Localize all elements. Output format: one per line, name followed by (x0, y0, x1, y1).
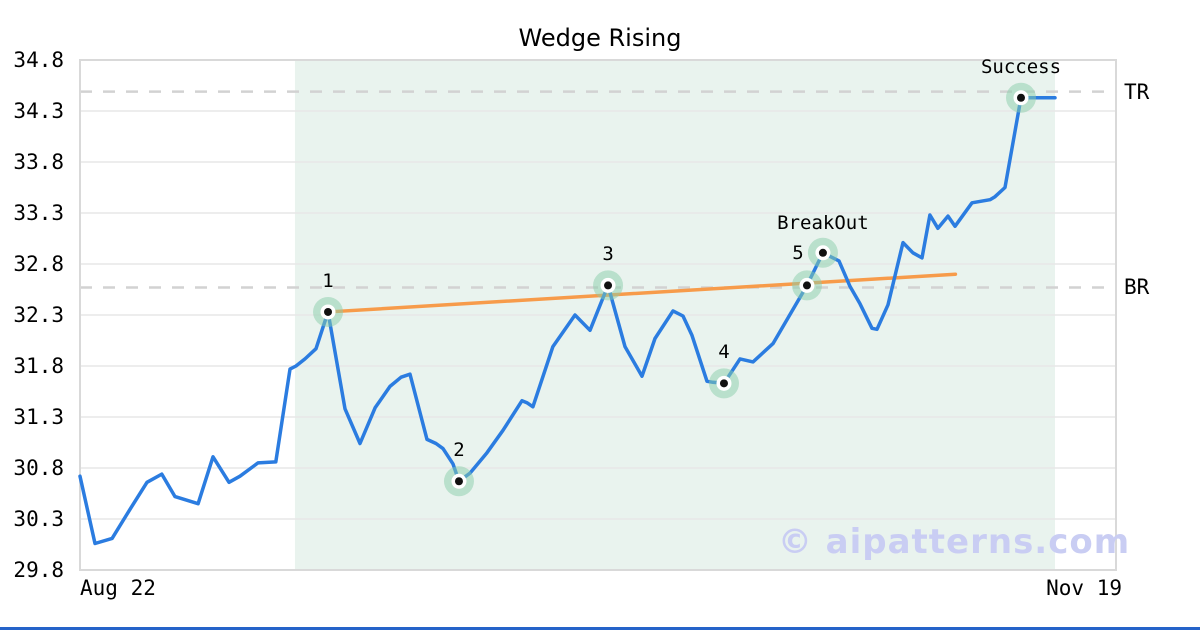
x-axis-start-label: Aug 22 (80, 576, 156, 600)
chart-title: Wedge Rising (518, 24, 682, 52)
marker-dot (324, 307, 333, 316)
y-tick-label: 33.8 (13, 150, 64, 174)
marker-dot (604, 281, 613, 290)
marker-label-breakout: BreakOut (777, 211, 869, 234)
y-tick-label: 31.8 (13, 354, 64, 378)
marker-label-2: 2 (453, 439, 465, 462)
y-tick-label: 33.3 (13, 201, 64, 225)
y-tick-label: 30.8 (13, 456, 64, 480)
level-label-br: BR (1124, 275, 1150, 300)
marker-label-3: 3 (602, 243, 614, 266)
y-tick-label: 34.8 (13, 48, 64, 72)
marker-label-success: Success (980, 55, 1062, 78)
marker-dot (818, 248, 827, 257)
marker-dot (1016, 93, 1025, 102)
y-tick-label: 30.3 (13, 507, 64, 531)
level-label-tr: TR (1124, 79, 1150, 104)
marker-label-4: 4 (718, 341, 730, 364)
x-axis-end-label: Nov 19 (1046, 576, 1122, 600)
marker-dot (454, 477, 463, 486)
marker-label-5: 5 (792, 242, 804, 265)
marker-dot (719, 379, 728, 388)
bottom-accent-bar (0, 627, 1200, 630)
y-tick-label: 31.3 (13, 405, 64, 429)
wedge-trendline (326, 272, 958, 314)
y-tick-label: 29.8 (13, 558, 64, 582)
watermark: © aipatterns.com (777, 522, 1131, 562)
price-line (78, 95, 1057, 546)
plot-frame (79, 59, 1117, 571)
marker-label-1: 1 (322, 269, 334, 292)
y-tick-label: 32.8 (13, 252, 64, 276)
y-tick-label: 32.3 (13, 303, 64, 327)
y-tick-label: 34.3 (13, 99, 64, 123)
marker-dot (802, 281, 811, 290)
